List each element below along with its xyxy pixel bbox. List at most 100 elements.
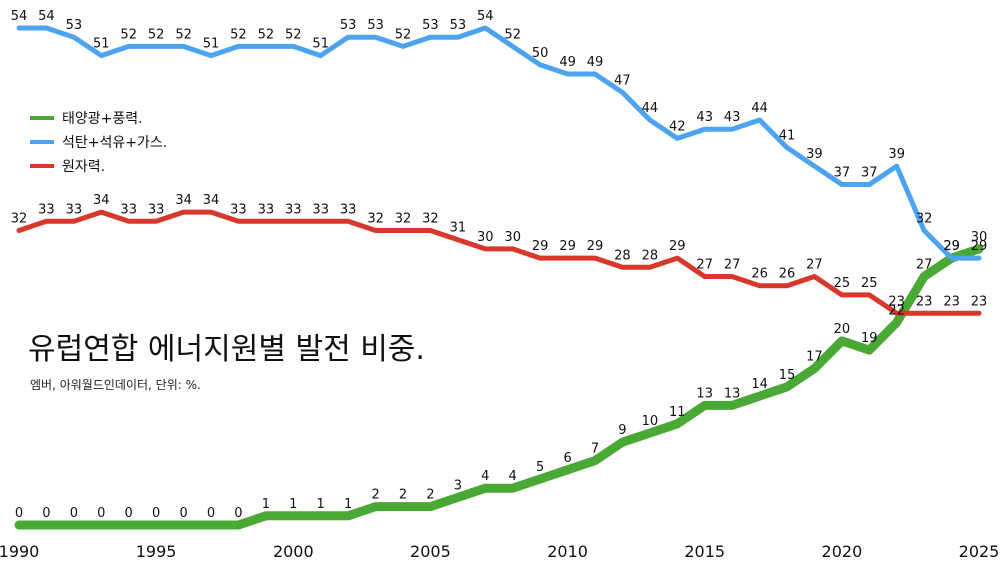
data-label-nuclear-2020: 25 xyxy=(834,276,851,291)
data-label-nuclear-2019: 27 xyxy=(806,258,823,273)
data-label-fossil-1998: 52 xyxy=(230,27,247,42)
data-label-solar-wind-2006: 3 xyxy=(454,478,462,493)
x-tick-label-2005: 2005 xyxy=(410,542,451,561)
series-line-nuclear xyxy=(16,209,982,316)
data-label-fossil-2015: 43 xyxy=(696,110,713,125)
data-label-fossil-2010: 49 xyxy=(559,55,576,70)
data-label-fossil-2003: 53 xyxy=(367,18,384,33)
legend-item-nuclear: 원자력. xyxy=(30,154,167,178)
chart-title: 유럽연합 에너지원별 발전 비중. xyxy=(28,332,425,367)
data-label-solar-wind-2024: 29 xyxy=(943,239,960,254)
legend-label-nuclear: 원자력. xyxy=(62,159,106,175)
data-label-fossil-1994: 52 xyxy=(120,27,137,42)
data-label-nuclear-2018: 26 xyxy=(779,267,796,282)
data-label-nuclear-2015: 27 xyxy=(696,258,713,273)
data-label-nuclear-1993: 34 xyxy=(93,193,110,208)
data-label-nuclear-2001: 33 xyxy=(312,202,329,217)
data-label-fossil-2006: 53 xyxy=(450,18,467,33)
data-label-solar-wind-2012: 9 xyxy=(618,423,626,438)
data-label-solar-wind-2016: 13 xyxy=(724,386,741,401)
data-label-nuclear-2017: 26 xyxy=(751,267,768,282)
data-label-nuclear-2009: 29 xyxy=(532,239,549,254)
data-label-fossil-2012: 47 xyxy=(614,73,631,88)
data-label-solar-wind-1999: 1 xyxy=(262,497,270,512)
data-label-nuclear-2013: 28 xyxy=(642,248,659,263)
legend-swatch-solar-wind xyxy=(30,116,54,120)
data-label-nuclear-2005: 32 xyxy=(422,212,439,227)
data-label-solar-wind-2018: 15 xyxy=(779,368,796,383)
data-label-fossil-2024: 29 xyxy=(943,239,960,254)
data-label-fossil-2014: 42 xyxy=(669,119,686,134)
data-label-solar-wind-2013: 10 xyxy=(642,414,659,429)
x-tick-label-2015: 2015 xyxy=(684,542,725,561)
data-label-nuclear-2006: 31 xyxy=(450,221,467,236)
data-label-fossil-2018: 41 xyxy=(779,129,796,144)
data-label-nuclear-1997: 34 xyxy=(203,193,220,208)
data-label-nuclear-1994: 33 xyxy=(120,202,137,217)
data-label-nuclear-2011: 29 xyxy=(587,239,604,254)
data-label-fossil-2000: 52 xyxy=(285,27,302,42)
series-line-fossil xyxy=(16,25,982,261)
data-label-solar-wind-1995: 0 xyxy=(152,506,160,521)
data-label-fossil-2025: 29 xyxy=(971,239,988,254)
data-label-solar-wind-2021: 19 xyxy=(861,331,878,346)
x-tick-label-1995: 1995 xyxy=(136,542,177,561)
legend-label-solar-wind: 태양광+풍력. xyxy=(62,111,143,127)
data-label-fossil-2016: 43 xyxy=(724,110,741,125)
data-label-nuclear-2021: 25 xyxy=(861,276,878,291)
data-label-nuclear-1995: 33 xyxy=(148,202,165,217)
data-label-nuclear-2023: 23 xyxy=(916,294,933,309)
data-label-solar-wind-1992: 0 xyxy=(70,506,78,521)
data-label-nuclear-1999: 33 xyxy=(258,202,275,217)
data-label-nuclear-2024: 23 xyxy=(943,294,960,309)
data-label-fossil-2011: 49 xyxy=(587,55,604,70)
data-label-solar-wind-2010: 6 xyxy=(563,451,571,466)
data-label-solar-wind-1991: 0 xyxy=(42,506,50,521)
series-line-solar-wind xyxy=(14,244,984,530)
data-label-solar-wind-2000: 1 xyxy=(289,497,297,512)
data-label-fossil-2021: 37 xyxy=(861,166,878,181)
data-label-fossil-2020: 37 xyxy=(834,166,851,181)
x-tick-label-2000: 2000 xyxy=(273,542,314,561)
data-label-nuclear-1996: 34 xyxy=(175,193,192,208)
data-label-solar-wind-2017: 14 xyxy=(751,377,768,392)
data-label-nuclear-1992: 33 xyxy=(66,202,83,217)
data-label-fossil-1996: 52 xyxy=(175,27,192,42)
chart-subtitle: 엠버, 아워월드인데이터, 단위: %. xyxy=(30,378,201,392)
data-label-fossil-1993: 51 xyxy=(93,37,110,52)
data-label-fossil-1995: 52 xyxy=(148,27,165,42)
data-label-solar-wind-2008: 4 xyxy=(509,469,517,484)
data-label-nuclear-2016: 27 xyxy=(724,258,741,273)
data-label-solar-wind-2009: 5 xyxy=(536,460,544,475)
data-label-nuclear-2008: 30 xyxy=(504,230,521,245)
data-label-solar-wind-2025: 30 xyxy=(971,230,988,245)
data-label-fossil-2013: 44 xyxy=(642,101,659,116)
data-label-solar-wind-1998: 0 xyxy=(234,506,242,521)
data-label-fossil-2001: 51 xyxy=(312,37,329,52)
data-label-solar-wind-2003: 2 xyxy=(371,488,379,503)
data-label-fossil-1992: 53 xyxy=(66,18,83,33)
data-label-nuclear-2000: 33 xyxy=(285,202,302,217)
data-label-solar-wind-2023: 27 xyxy=(916,258,933,273)
data-label-fossil-1999: 52 xyxy=(258,27,275,42)
data-label-fossil-2004: 52 xyxy=(395,27,412,42)
data-label-solar-wind-2015: 13 xyxy=(696,386,713,401)
x-tick-label-2010: 2010 xyxy=(547,542,588,561)
data-label-nuclear-2022: 23 xyxy=(888,294,905,309)
data-label-solar-wind-1993: 0 xyxy=(97,506,105,521)
data-label-fossil-2008: 52 xyxy=(504,27,521,42)
data-label-fossil-2005: 53 xyxy=(422,18,439,33)
data-label-fossil-1990: 54 xyxy=(11,9,28,24)
legend-label-fossil: 석탄+석유+가스. xyxy=(62,135,168,151)
data-label-nuclear-1998: 33 xyxy=(230,202,247,217)
x-axis: 1990 1995 2000 2005 2010 2015 2020 2025 xyxy=(0,542,999,561)
data-label-fossil-2002: 53 xyxy=(340,18,357,33)
series-layer xyxy=(14,25,984,530)
data-label-solar-wind-2005: 2 xyxy=(426,488,434,503)
data-label-fossil-2007: 54 xyxy=(477,9,494,24)
legend-item-fossil: 석탄+석유+가스. xyxy=(30,130,167,154)
data-label-solar-wind-2001: 1 xyxy=(317,497,325,512)
data-label-nuclear-1990: 32 xyxy=(11,212,28,227)
data-label-fossil-1997: 51 xyxy=(203,37,220,52)
